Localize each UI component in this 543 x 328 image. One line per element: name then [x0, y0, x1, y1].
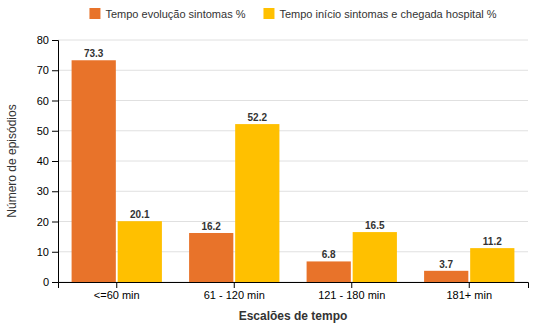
legend-item: Tempo evolução sintomas %: [89, 8, 245, 20]
data-label: 73.3: [84, 48, 104, 59]
chart: 73.3 16.2 6.8 3.7 20.1 52.2 16.5 11.2 0 10 20 30 40 5…: [0, 0, 543, 328]
x-tick: <=60 min: [94, 282, 140, 301]
legend-swatch: [89, 8, 100, 19]
y-tick: 40: [37, 155, 58, 167]
y-tick-label: 40: [37, 155, 49, 167]
bar: [424, 271, 468, 282]
x-tick: 181+ min: [446, 282, 492, 301]
legend-label: Tempo evolução sintomas %: [105, 8, 245, 20]
data-label: 16.5: [365, 220, 385, 231]
data-label: 6.8: [322, 249, 336, 260]
x-axis-title: Escalões de tempo: [239, 309, 348, 323]
grid-line: [58, 130, 528, 131]
bar: [307, 261, 351, 282]
bar-series: [118, 124, 515, 282]
bar: [189, 233, 233, 282]
chart-container: 73.3 16.2 6.8 3.7 20.1 52.2 16.5 11.2 0 10 20 30 40 5…: [0, 0, 543, 328]
y-tick-mark: [52, 70, 58, 71]
legend-swatch: [263, 8, 274, 19]
grid-line: [58, 161, 528, 162]
x-tick: 121 - 180 min: [318, 282, 385, 301]
grid-line: [58, 100, 528, 101]
x-tick-mark: [116, 282, 117, 288]
legend-item: Tempo início sintomas e chegada hospital…: [263, 8, 496, 20]
y-tick-label: 30: [37, 185, 49, 197]
x-tick-mark: [351, 282, 352, 288]
bars: [72, 60, 515, 282]
y-axis: 0 10 20 30 40 50 60 70 80: [37, 34, 59, 288]
y-tick-mark: [52, 282, 58, 283]
x-axis: <=60 min 61 - 120 min 121 - 180 min 181+ mi…: [59, 282, 529, 301]
bar: [470, 248, 514, 282]
bar-series: [72, 60, 469, 282]
x-tick: 61 - 120 min: [204, 282, 265, 301]
x-tick-label: 121 - 180 min: [318, 289, 385, 301]
x-tick-label: 61 - 120 min: [204, 289, 265, 301]
y-tick: 60: [37, 95, 58, 107]
data-label: 3.7: [439, 259, 453, 270]
bar: [235, 124, 279, 282]
y-tick-mark: [52, 161, 58, 162]
y-tick-mark: [52, 252, 58, 253]
x-tick-label: 181+ min: [446, 289, 492, 301]
y-tick: 10: [37, 246, 58, 258]
data-label: 52.2: [248, 112, 268, 123]
y-tick-label: 80: [37, 34, 49, 46]
data-label: 20.1: [130, 209, 150, 220]
x-tick-label: <=60 min: [94, 289, 140, 301]
y-axis-title: Número de episódios: [5, 104, 19, 217]
y-tick-mark: [52, 222, 58, 223]
data-label: 16.2: [201, 221, 221, 232]
data-label: 11.2: [483, 236, 502, 247]
y-tick-label: 60: [37, 95, 49, 107]
y-tick-mark: [52, 131, 58, 132]
legend-label: Tempo início sintomas e chegada hospital…: [279, 8, 496, 20]
y-tick-label: 70: [37, 64, 49, 76]
y-tick-mark: [52, 191, 58, 192]
y-tick-label: 10: [37, 246, 49, 258]
data-labels: 73.3 16.2 6.8 3.7 20.1 52.2 16.5 11.2: [84, 48, 502, 270]
y-tick: 80: [37, 34, 58, 46]
grid-line: [58, 70, 528, 71]
x-axis-line: [59, 283, 529, 289]
grid-line: [58, 191, 528, 192]
x-tick-mark: [234, 282, 235, 288]
y-axis-line: [52, 41, 59, 283]
y-tick-label: 50: [37, 125, 49, 137]
bar: [353, 232, 397, 282]
y-tick: 20: [37, 216, 58, 228]
bar: [118, 221, 162, 282]
y-tick: 70: [37, 64, 58, 76]
y-tick-mark: [52, 101, 58, 102]
y-tick: 30: [37, 185, 58, 197]
grid: [58, 40, 528, 282]
x-tick-mark: [469, 282, 470, 288]
plot: 73.3 16.2 6.8 3.7 20.1 52.2 16.5 11.2 0 10 20 30 40 5…: [37, 34, 529, 301]
grid-line: [58, 40, 528, 41]
legend: Tempo evolução sintomas % Tempo início si…: [89, 8, 496, 20]
y-tick: 50: [37, 125, 58, 137]
y-tick-mark: [52, 40, 58, 41]
bar: [72, 60, 116, 282]
y-tick-label: 0: [43, 276, 49, 288]
y-tick: 0: [43, 276, 58, 288]
y-tick-label: 20: [37, 216, 49, 228]
